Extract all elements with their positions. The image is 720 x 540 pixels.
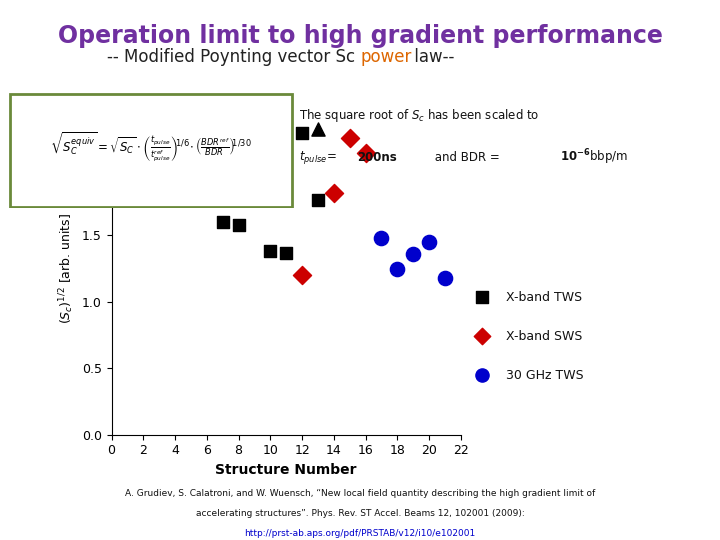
FancyBboxPatch shape: [10, 94, 292, 207]
Text: The square root of $S_c$ has been scaled to: The square root of $S_c$ has been scaled…: [299, 107, 539, 124]
Text: $t_{pulse}$=: $t_{pulse}$=: [299, 149, 338, 166]
Point: [312, 195, 324, 204]
Point: [264, 247, 276, 256]
Text: X-band SWS: X-band SWS: [506, 329, 582, 343]
Text: A. Grudiev, S. Calatroni, and W. Wuensch, “New local field quantity describing t: A. Grudiev, S. Calatroni, and W. Wuensch…: [125, 489, 595, 498]
Text: http://prst-ab.aps.org/pdf/PRSTAB/v12/i10/e102001: http://prst-ab.aps.org/pdf/PRSTAB/v12/i1…: [244, 529, 476, 538]
Point: [360, 148, 372, 157]
Point: [392, 264, 403, 273]
Text: X-band TWS: X-band TWS: [506, 291, 582, 304]
X-axis label: Structure Number: Structure Number: [215, 463, 357, 477]
Text: $\mathbf{10^{-6}}$bbp/m: $\mathbf{10^{-6}}$bbp/m: [559, 147, 628, 167]
Point: [476, 332, 487, 340]
Point: [153, 174, 165, 183]
Point: [439, 274, 451, 282]
Point: [408, 249, 419, 258]
Point: [297, 129, 308, 138]
Point: [138, 176, 149, 184]
Point: [217, 218, 228, 226]
Text: power: power: [360, 48, 411, 66]
Point: [248, 147, 260, 156]
Text: and BDR =: and BDR =: [431, 151, 504, 164]
Point: [476, 293, 487, 301]
Text: -- Modified Poynting vector Sc: -- Modified Poynting vector Sc: [107, 48, 360, 66]
Point: [233, 220, 244, 229]
Text: $\sqrt{S_C^{equiv}} = \sqrt{S_C}\cdot\left(\frac{t_{pulse}}{t_{pulse}^{ref}}\rig: $\sqrt{S_C^{equiv}} = \sqrt{S_C}\cdot\le…: [50, 131, 252, 164]
Y-axis label: $(S_c)^{1/2}$ [arb. units]: $(S_c)^{1/2}$ [arb. units]: [58, 213, 76, 324]
Point: [476, 370, 487, 379]
Point: [169, 156, 181, 164]
Point: [328, 188, 340, 197]
Text: Operation limit to high gradient performance: Operation limit to high gradient perform…: [58, 24, 662, 48]
Point: [185, 178, 197, 187]
Point: [312, 125, 324, 133]
Text: 30 GHz TWS: 30 GHz TWS: [506, 368, 584, 382]
Point: [122, 185, 133, 193]
Point: [297, 271, 308, 280]
Point: [376, 234, 387, 242]
Point: [344, 134, 356, 143]
Text: law--: law--: [409, 48, 454, 66]
Text: accelerating structures”. Phys. Rev. ST Accel. Beams 12, 102001 (2009):: accelerating structures”. Phys. Rev. ST …: [196, 509, 524, 518]
Point: [281, 248, 292, 257]
Text: 200ns: 200ns: [357, 151, 397, 164]
Point: [201, 194, 212, 202]
Point: [423, 238, 435, 246]
